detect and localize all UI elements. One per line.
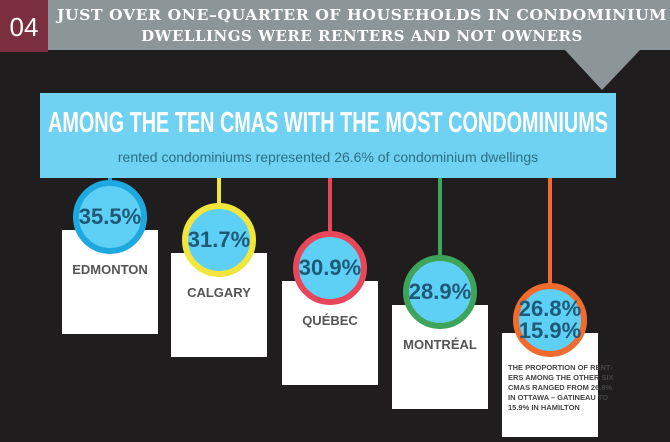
city-name: EDMONTON [72,262,148,277]
section-number: 04 [10,12,39,42]
banner-title: AMONG THE TEN CMAS WITH THE MOST CONDOMI… [48,107,608,139]
city-name: CALGARY [187,285,251,300]
header-pointer [565,50,640,90]
share: 30.9% [299,255,361,280]
share: 35.5% [79,204,141,229]
note: 15.9% IN HAMILTON [508,403,580,412]
share: 26.8% [519,296,581,321]
badge [182,203,256,277]
city-name: MONTRÉAL [403,337,477,352]
note: THE PROPORTION OF RENT- [508,363,613,372]
note: ERS AMONG THE OTHER SIX [508,373,614,382]
share: 28.9% [409,279,471,304]
banner-subtitle: rented condominiums represented 26.6% of… [118,149,538,165]
badge [403,255,477,329]
badge [513,283,587,357]
number-box [0,0,48,52]
pendants: 35.5% EDMONTON 31.7% CALGARY 30.9% QUÉBEC 28.9… [62,178,614,437]
badge [73,180,147,254]
banner [40,93,616,178]
header-band [48,0,670,50]
note: IN OTTAWA – GATINEAU TO [508,393,608,402]
city-name: QUÉBEC [302,313,358,328]
badge [293,231,367,305]
note: CMAS RANGED FROM 26.8% [508,383,613,392]
share: 31.7% [188,227,250,252]
header-title: DWELLINGS WERE RENTERS AND NOT OWNERS [141,27,583,45]
share: 15.9% [519,318,581,343]
header-title: JUST OVER ONE–QUARTER OF HOUSEHOLDS IN C… [55,6,667,24]
